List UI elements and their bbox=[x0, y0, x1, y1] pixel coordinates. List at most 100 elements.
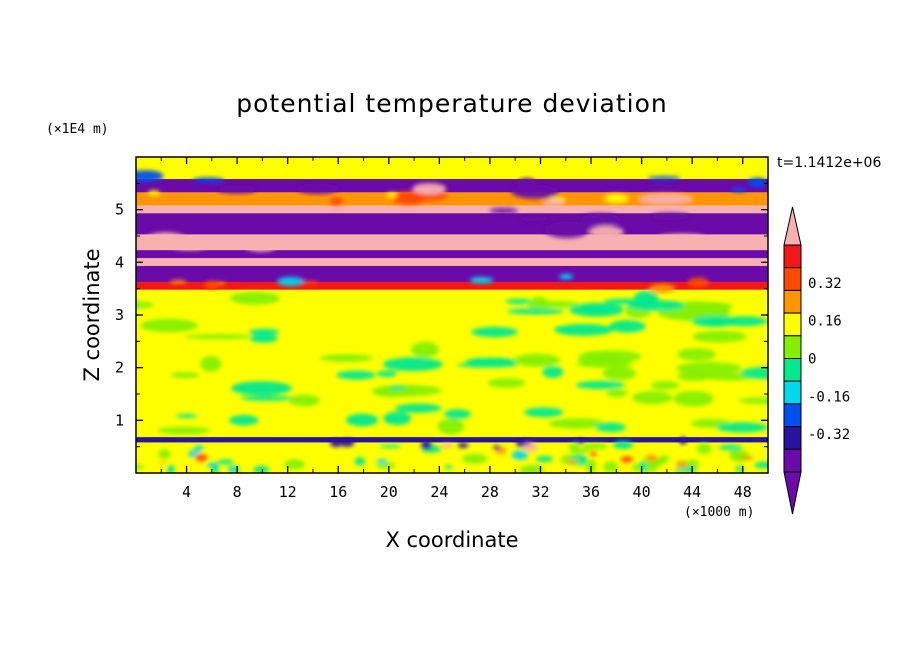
colorbar-segment bbox=[783, 358, 802, 382]
time-label: t=1.1412e+06 bbox=[777, 155, 881, 171]
contour-feature bbox=[217, 185, 257, 194]
contour-feature bbox=[524, 407, 564, 418]
contour-feature bbox=[296, 183, 339, 194]
contour-feature bbox=[375, 462, 396, 469]
contour-feature bbox=[620, 456, 633, 463]
contour-feature bbox=[386, 192, 398, 198]
contour-feature bbox=[549, 418, 606, 429]
contour-feature bbox=[246, 241, 277, 252]
contour-feature bbox=[253, 465, 270, 473]
contour-feature bbox=[440, 443, 454, 448]
contour-feature bbox=[696, 443, 712, 455]
contour-feature bbox=[639, 461, 648, 471]
contour-feature bbox=[576, 360, 633, 368]
contour-features bbox=[136, 170, 768, 473]
contour-feature bbox=[420, 440, 433, 450]
contour-feature bbox=[567, 459, 579, 464]
contour-feature bbox=[585, 350, 642, 363]
contour-feature bbox=[457, 442, 469, 448]
contour-feature bbox=[192, 177, 225, 183]
contour-feature bbox=[229, 291, 280, 305]
colorbar-segment bbox=[783, 426, 802, 450]
contour-feature bbox=[169, 279, 187, 285]
colorbar-lower-arrow bbox=[783, 471, 802, 515]
colorbar-label: 0.32 bbox=[808, 276, 842, 292]
contour-feature bbox=[206, 462, 219, 468]
contour-feature bbox=[511, 450, 529, 460]
contour-feature bbox=[410, 341, 439, 358]
contour-band-5 bbox=[136, 256, 768, 266]
contour-feature bbox=[729, 450, 750, 462]
colorbar-segment bbox=[783, 403, 802, 428]
colorbar-segment bbox=[783, 448, 802, 473]
contour-feature bbox=[676, 362, 742, 375]
contour-feature bbox=[383, 357, 443, 372]
contour-feature bbox=[330, 197, 344, 206]
x-tick-label: 8 bbox=[233, 483, 242, 501]
contour-feature bbox=[687, 277, 710, 288]
colorbar-label: -0.16 bbox=[808, 389, 850, 405]
colorbar-segment bbox=[783, 289, 802, 314]
contour-feature bbox=[505, 298, 532, 305]
contour-feature bbox=[444, 409, 471, 420]
contour-feature bbox=[553, 323, 614, 336]
y-axis-label: Z coordinate bbox=[80, 248, 104, 381]
contour-feature bbox=[284, 459, 305, 470]
contour-feature bbox=[462, 453, 488, 464]
contour-feature bbox=[170, 372, 200, 379]
contour-feature bbox=[588, 225, 624, 239]
contour-feature bbox=[166, 465, 176, 473]
contour-feature bbox=[735, 466, 744, 472]
contour-feature bbox=[471, 326, 518, 338]
contour-feature bbox=[379, 444, 402, 449]
contour-feature bbox=[421, 459, 431, 470]
contour-feature bbox=[595, 422, 626, 432]
contour-feature bbox=[519, 464, 545, 473]
contour-feature bbox=[647, 176, 681, 181]
contour-feature bbox=[542, 366, 564, 378]
y-tick-label: 3 bbox=[115, 306, 124, 324]
contour-feature bbox=[194, 453, 208, 462]
colorbar-segment bbox=[783, 267, 802, 291]
contour-feature bbox=[493, 445, 501, 450]
contour-feature bbox=[336, 370, 376, 380]
contour-feature bbox=[692, 330, 747, 343]
contour-feature bbox=[136, 464, 145, 469]
contour-band-1 bbox=[136, 435, 768, 443]
contour-feature bbox=[569, 302, 625, 317]
x-axis-ticks: 4 8 12 16 20 24 28 32 36 40 44 48 bbox=[160, 157, 752, 501]
contour-feature bbox=[679, 451, 693, 462]
contour-feature bbox=[354, 457, 366, 466]
contour-feature bbox=[185, 334, 253, 340]
contour-feature bbox=[568, 443, 580, 450]
contour-feature bbox=[637, 193, 694, 205]
y-unit-label: (×1E4 m) bbox=[46, 122, 109, 137]
contour-feature bbox=[229, 415, 259, 426]
contour-feature bbox=[575, 380, 626, 390]
x-tick-label: 36 bbox=[582, 483, 600, 501]
contour-feature bbox=[590, 451, 597, 457]
contour-feature bbox=[656, 233, 707, 243]
chart-title: potential temperature deviation bbox=[236, 89, 667, 118]
contour-feature bbox=[542, 199, 565, 207]
contour-feature bbox=[675, 461, 689, 468]
contour-feature bbox=[147, 190, 160, 196]
contour-feature bbox=[487, 378, 526, 388]
contour-feature bbox=[469, 277, 494, 284]
x-tick-label: 40 bbox=[633, 483, 651, 501]
contour-feature bbox=[632, 391, 673, 405]
y-tick-label: 2 bbox=[115, 359, 124, 377]
contour-feature bbox=[522, 443, 538, 452]
contour-band-6 bbox=[136, 248, 768, 259]
contour-feature bbox=[157, 426, 211, 435]
contour-feature bbox=[194, 445, 204, 452]
plot-area bbox=[136, 157, 768, 473]
y-tick-label: 4 bbox=[115, 253, 124, 271]
contour-feature bbox=[613, 441, 633, 449]
contour-feature bbox=[140, 318, 198, 333]
contour-feature bbox=[330, 438, 342, 448]
contour-feature bbox=[506, 308, 565, 315]
x-tick-label: 12 bbox=[279, 483, 297, 501]
contour-feature bbox=[716, 422, 768, 433]
x-tick-label: 28 bbox=[481, 483, 499, 501]
